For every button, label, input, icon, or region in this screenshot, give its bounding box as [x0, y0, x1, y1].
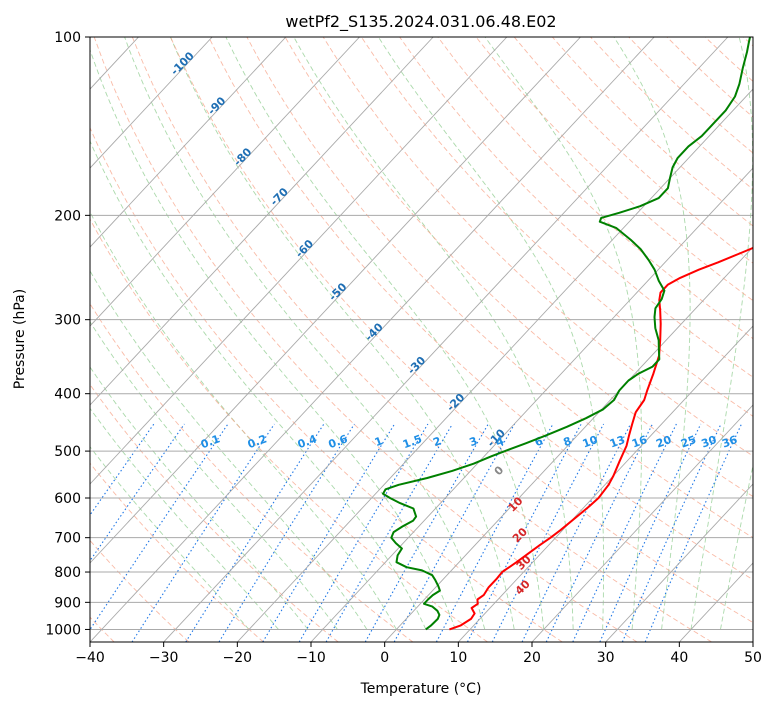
x-tick-label: −10: [296, 650, 326, 666]
x-tick-label: 0: [380, 650, 389, 666]
y-tick-label: 200: [54, 208, 81, 224]
x-tick-label: −30: [149, 650, 179, 666]
y-tick-label: 100: [54, 30, 81, 46]
x-tick-label: −40: [75, 650, 105, 666]
y-tick-label: 600: [54, 491, 81, 507]
y-axis-label: Pressure (hPa): [12, 289, 28, 389]
x-tick-label: 30: [597, 650, 615, 666]
x-axis-label: Temperature (°C): [360, 681, 482, 697]
y-tick-label: 500: [54, 444, 81, 460]
y-tick-label: 300: [54, 313, 81, 329]
x-tick-label: −20: [223, 650, 253, 666]
y-tick-label: 900: [54, 595, 81, 611]
y-tick-label: 800: [54, 565, 81, 581]
x-tick-label: 10: [449, 650, 467, 666]
x-tick-label: 50: [744, 650, 762, 666]
y-tick-label: 1000: [45, 622, 81, 638]
y-tick-label: 400: [54, 387, 81, 403]
x-tick-label: 20: [523, 650, 541, 666]
y-tick-label: 700: [54, 531, 81, 547]
chart-title: wetPf2_S135.2024.031.06.48.E02: [285, 12, 556, 32]
x-tick-label: 40: [670, 650, 688, 666]
